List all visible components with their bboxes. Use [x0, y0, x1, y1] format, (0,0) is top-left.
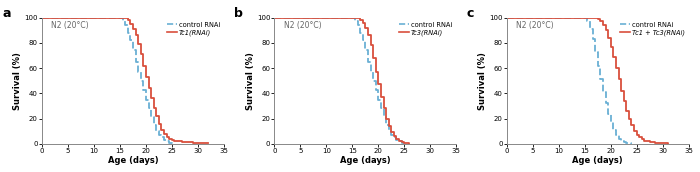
Text: N2 (20°C): N2 (20°C): [284, 21, 321, 30]
Y-axis label: Survival (%): Survival (%): [478, 52, 487, 110]
Legend: control RNAi, Tc1(RNAi): control RNAi, Tc1(RNAi): [166, 21, 220, 36]
Legend: control RNAi, Tc1 + Tc3(RNAi): control RNAi, Tc1 + Tc3(RNAi): [619, 21, 685, 36]
X-axis label: Age (days): Age (days): [108, 156, 158, 165]
Text: a: a: [2, 7, 10, 20]
Text: b: b: [234, 7, 244, 20]
Text: N2 (20°C): N2 (20°C): [51, 21, 89, 30]
Y-axis label: Survival (%): Survival (%): [246, 52, 255, 110]
Y-axis label: Survival (%): Survival (%): [13, 52, 22, 110]
X-axis label: Age (days): Age (days): [340, 156, 391, 165]
Legend: control RNAi, Tc3(RNAi): control RNAi, Tc3(RNAi): [398, 21, 453, 36]
Text: N2 (20°C): N2 (20°C): [516, 21, 554, 30]
Text: c: c: [467, 7, 475, 20]
X-axis label: Age (days): Age (days): [573, 156, 623, 165]
